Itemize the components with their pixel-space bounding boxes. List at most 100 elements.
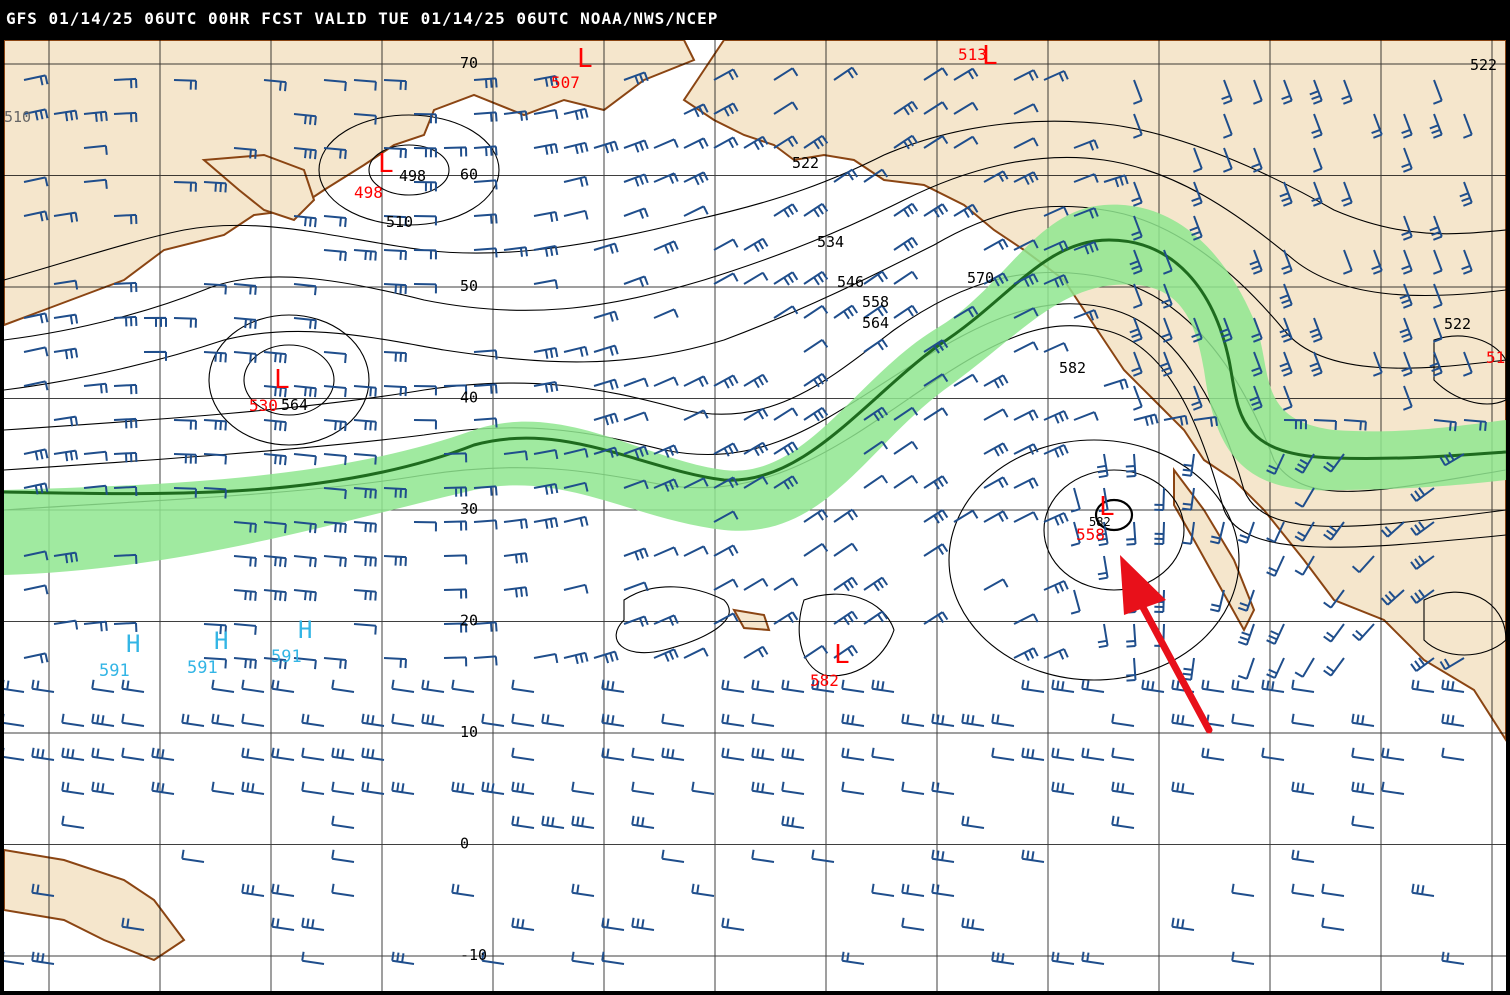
wind-barb — [623, 479, 649, 490]
low-value: 530 — [249, 396, 278, 415]
wind-barb — [473, 247, 498, 258]
wind-barb — [1043, 342, 1069, 353]
wind-barb — [1081, 679, 1105, 693]
wind-barb — [1411, 679, 1435, 693]
wind-barb — [121, 679, 145, 693]
wind-barb — [563, 107, 589, 121]
wind-barb — [53, 551, 79, 564]
wind-barb — [1283, 385, 1293, 411]
low-value: 513 — [958, 45, 987, 64]
wind-barb — [83, 484, 108, 495]
wind-barb — [1013, 613, 1039, 625]
wind-barb — [383, 487, 407, 499]
wind-barb — [721, 747, 745, 761]
wind-barb — [1401, 215, 1413, 241]
wind-barb — [1410, 555, 1435, 570]
wind-barb — [773, 577, 799, 591]
high-value: 591 — [271, 647, 302, 667]
wind-barb — [1323, 623, 1345, 643]
wind-barb — [1096, 453, 1109, 479]
wind-barb — [1237, 657, 1255, 680]
wind-barb — [1073, 241, 1099, 255]
wind-barb — [511, 679, 535, 693]
wind-barb — [893, 270, 919, 285]
wind-barb — [361, 713, 385, 727]
wind-barb — [533, 245, 559, 257]
wind-barb — [113, 111, 138, 123]
wind-barb — [1433, 79, 1443, 105]
wind-barb — [421, 679, 445, 693]
wind-barb — [1429, 215, 1443, 241]
wind-barb — [713, 510, 739, 523]
wind-barb — [653, 614, 679, 626]
wind-barb — [53, 449, 79, 462]
wind-barb — [113, 383, 138, 395]
wind-barb — [1294, 555, 1315, 576]
wind-barb — [623, 173, 649, 187]
wind-barb — [773, 305, 799, 319]
wind-barb — [53, 313, 79, 325]
low-value: 558 — [1076, 525, 1105, 544]
wind-barb — [571, 883, 595, 897]
contour-label: 534 — [817, 233, 844, 251]
wind-barb — [323, 555, 347, 568]
wind-barb — [533, 143, 559, 155]
wind-barb — [901, 781, 925, 795]
wind-barb — [23, 176, 49, 187]
wind-barb — [1323, 589, 1345, 609]
wind-barb — [1403, 385, 1413, 411]
wind-barb — [511, 917, 535, 931]
latitude-label: 70 — [460, 54, 478, 72]
wind-barb — [323, 453, 347, 466]
wind-barb — [481, 781, 505, 795]
wind-barb — [31, 747, 55, 761]
latitude-label: 40 — [460, 389, 478, 407]
wind-barb — [533, 75, 559, 87]
wind-barb — [773, 67, 799, 81]
wind-barb — [31, 883, 55, 897]
wind-barb — [721, 679, 745, 693]
wind-barb — [1161, 283, 1173, 309]
wind-barb — [293, 113, 317, 126]
wind-barb — [241, 883, 265, 897]
wind-barb — [593, 344, 619, 356]
wind-barb — [503, 552, 528, 564]
wind-barb — [571, 781, 595, 795]
wind-barb — [113, 315, 138, 327]
jet-stream-axis — [4, 238, 1506, 496]
wind-barb — [533, 517, 559, 529]
wind-barb — [533, 381, 559, 393]
wind-barb — [781, 747, 805, 761]
wind-barb — [1351, 781, 1375, 795]
wind-barb — [301, 747, 325, 761]
wind-barb — [1013, 341, 1039, 353]
wind-barb — [263, 521, 287, 534]
wind-barb — [931, 781, 955, 795]
wind-barb — [781, 679, 805, 693]
wind-barb — [4, 951, 25, 965]
wind-barb — [1266, 623, 1285, 645]
latitude-label: 60 — [460, 166, 478, 184]
wind-barb — [983, 272, 1009, 287]
wind-barb — [773, 611, 799, 625]
arrow-shaft — [1135, 596, 1213, 734]
wind-barb — [443, 656, 468, 667]
wind-barb — [1013, 273, 1039, 288]
contour-line — [1433, 335, 1506, 405]
wind-barb — [953, 305, 979, 319]
wind-barb — [473, 145, 498, 157]
wind-barb — [143, 350, 167, 361]
wind-barb — [1461, 249, 1473, 275]
wind-barb — [601, 747, 625, 761]
wind-barb — [1111, 713, 1135, 727]
wind-barb — [31, 679, 55, 693]
wind-barb — [233, 521, 257, 533]
wind-barb — [451, 679, 475, 693]
wind-barb — [263, 589, 287, 602]
wind-barb — [91, 713, 115, 727]
wind-barb — [211, 781, 235, 795]
wind-barb — [83, 178, 108, 189]
wind-barb — [413, 181, 437, 192]
wind-barb — [23, 652, 49, 664]
wind-barb — [923, 509, 949, 524]
